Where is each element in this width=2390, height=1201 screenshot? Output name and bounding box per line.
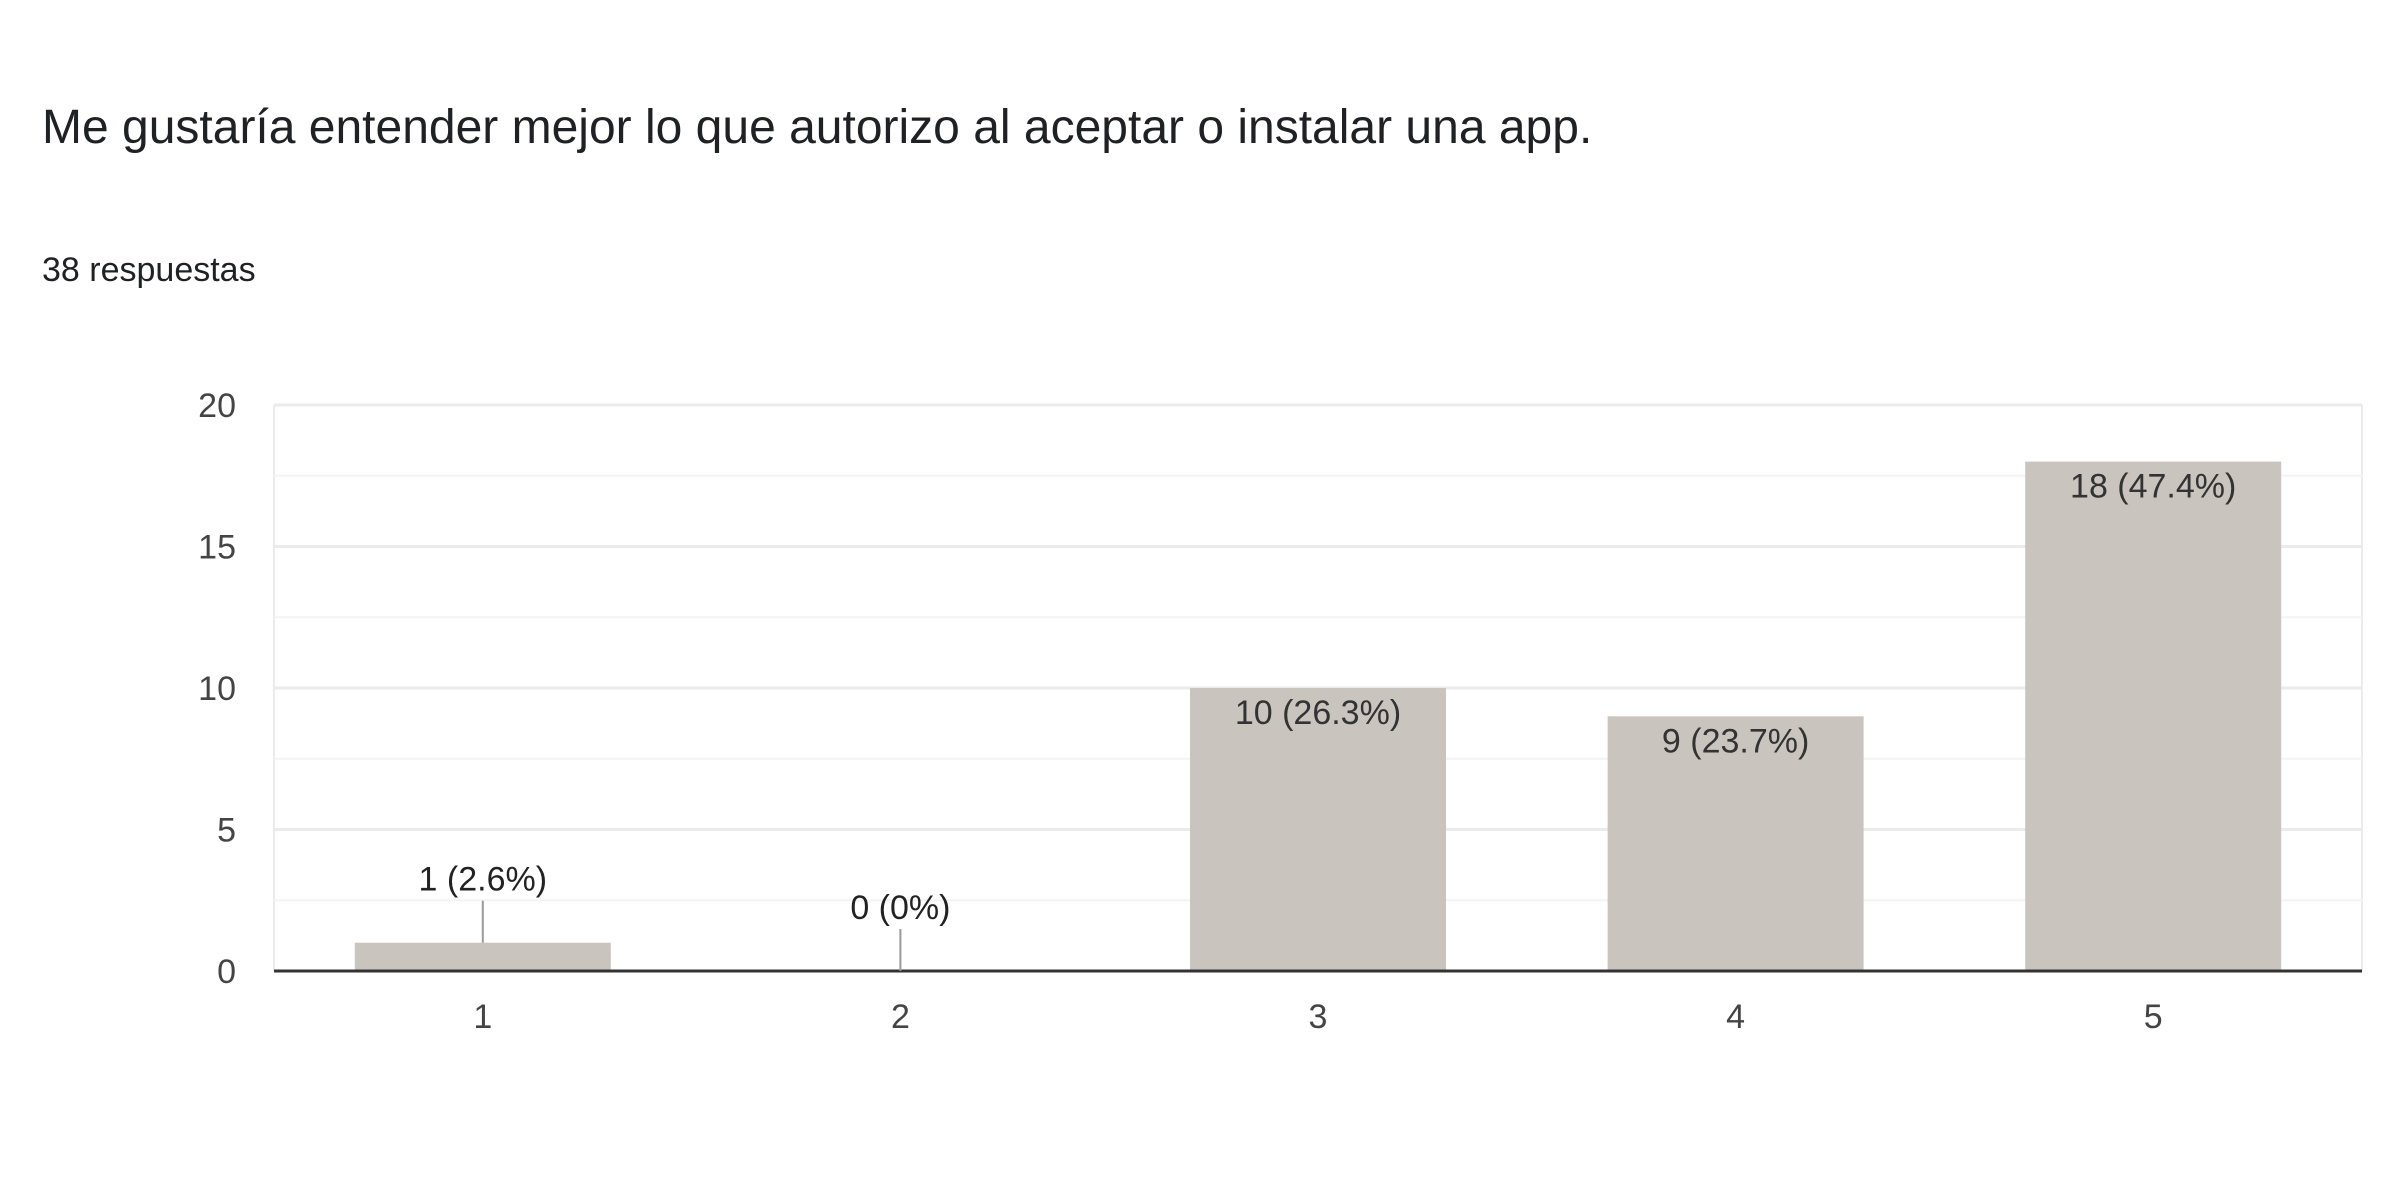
x-tick-label: 1 xyxy=(473,998,492,1036)
data-label: 1 (2.6%) xyxy=(419,861,548,899)
x-tick-label: 3 xyxy=(1309,998,1328,1036)
bar xyxy=(1190,688,1446,971)
data-label: 9 (23.7%) xyxy=(1662,722,1809,760)
data-label: 0 (0%) xyxy=(850,889,950,927)
axes: 0 5 10 15 20 1 2 3 4 5 xyxy=(198,387,2362,1036)
y-tick-label: 0 xyxy=(217,953,236,991)
question-title: Me gustaría entender mejor lo que autori… xyxy=(42,101,1593,154)
x-tick-label: 5 xyxy=(2144,998,2163,1036)
bar xyxy=(2025,461,2282,971)
y-tick-label: 5 xyxy=(217,812,236,850)
bar xyxy=(1607,716,1864,971)
x-tick-label: 2 xyxy=(891,998,910,1036)
data-label: 10 (26.3%) xyxy=(1235,694,1401,732)
data-labels: 1 (2.6%) 0 (0%) 10 (26.3%) 9 (23.7%) 18 (47.… xyxy=(419,468,2236,971)
response-count: 38 respuestas xyxy=(42,251,256,289)
y-tick-label: 15 xyxy=(198,529,236,567)
data-label: 18 (47.4%) xyxy=(2070,468,2236,506)
y-tick-label: 10 xyxy=(198,670,236,708)
x-tick-label: 4 xyxy=(1726,998,1745,1036)
bars xyxy=(354,461,2282,971)
bar xyxy=(354,942,611,971)
y-tick-label: 20 xyxy=(198,387,236,425)
